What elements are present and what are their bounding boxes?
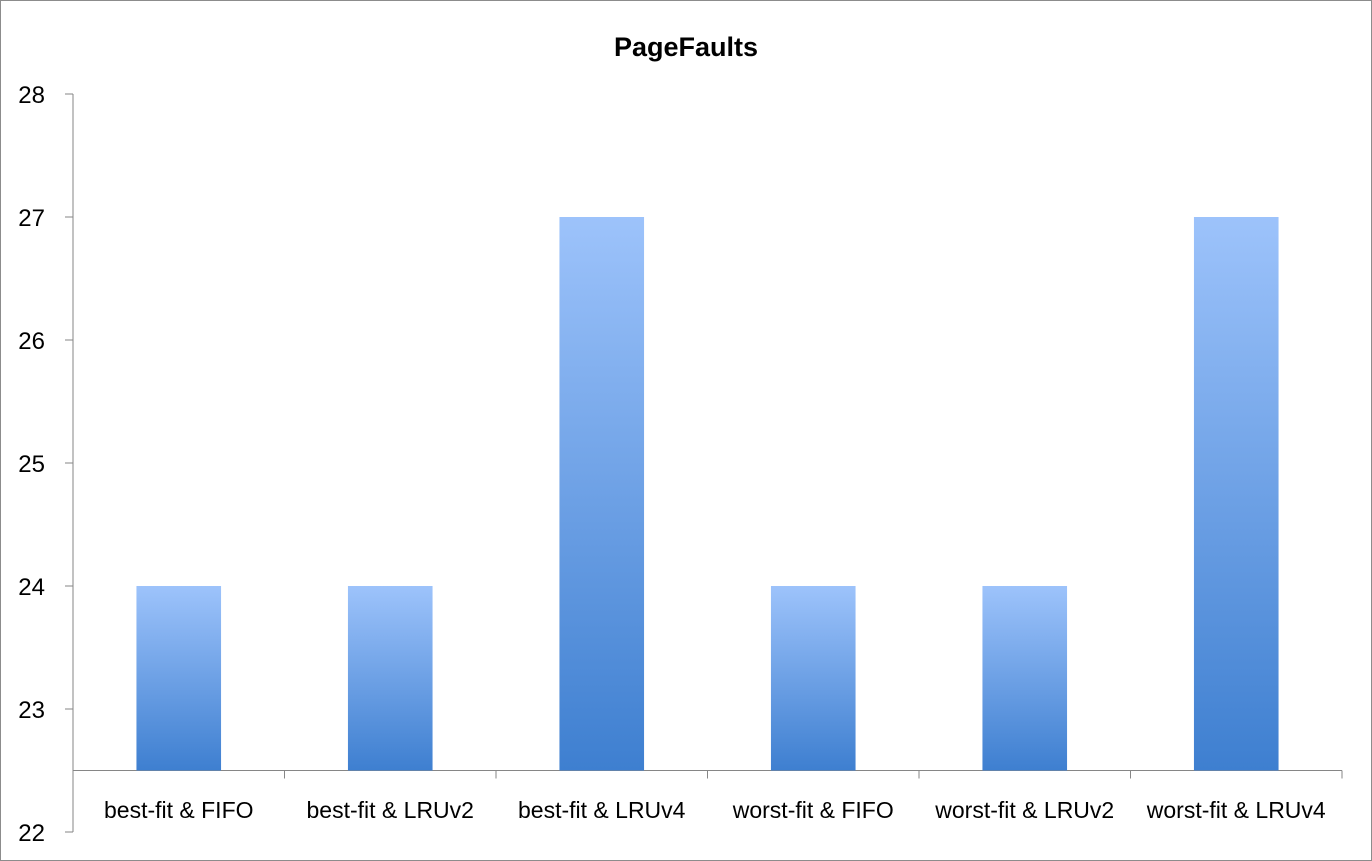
bar <box>559 217 645 771</box>
y-tick-label: 26 <box>18 328 45 355</box>
bar <box>347 586 433 771</box>
bar <box>136 586 222 771</box>
y-tick-label: 28 <box>18 82 45 109</box>
bar <box>1193 217 1279 771</box>
y-tick-label: 22 <box>18 820 45 847</box>
y-tick-label: 23 <box>18 697 45 724</box>
y-tick-label: 25 <box>18 451 45 478</box>
x-tick-label: worst-fit & FIFO <box>732 797 894 823</box>
bar <box>982 586 1068 771</box>
y-tick-label: 24 <box>18 574 45 601</box>
bars <box>136 217 1279 771</box>
bar <box>770 586 856 771</box>
x-tick-label: best-fit & LRUv2 <box>307 797 474 823</box>
x-axis: best-fit & FIFO best-fit & LRUv2 best-fit … <box>72 770 1343 823</box>
chart-title: PageFaults <box>614 32 758 62</box>
x-tick-label: best-fit & LRUv4 <box>518 797 686 823</box>
y-axis: 22 23 24 25 26 27 28 <box>18 82 74 847</box>
y-tick-label: 27 <box>18 205 45 232</box>
x-tick-label: worst-fit & LRUv2 <box>934 797 1114 823</box>
x-tick-label: worst-fit & LRUv4 <box>1146 797 1326 823</box>
x-tick-label: best-fit & FIFO <box>104 797 254 823</box>
